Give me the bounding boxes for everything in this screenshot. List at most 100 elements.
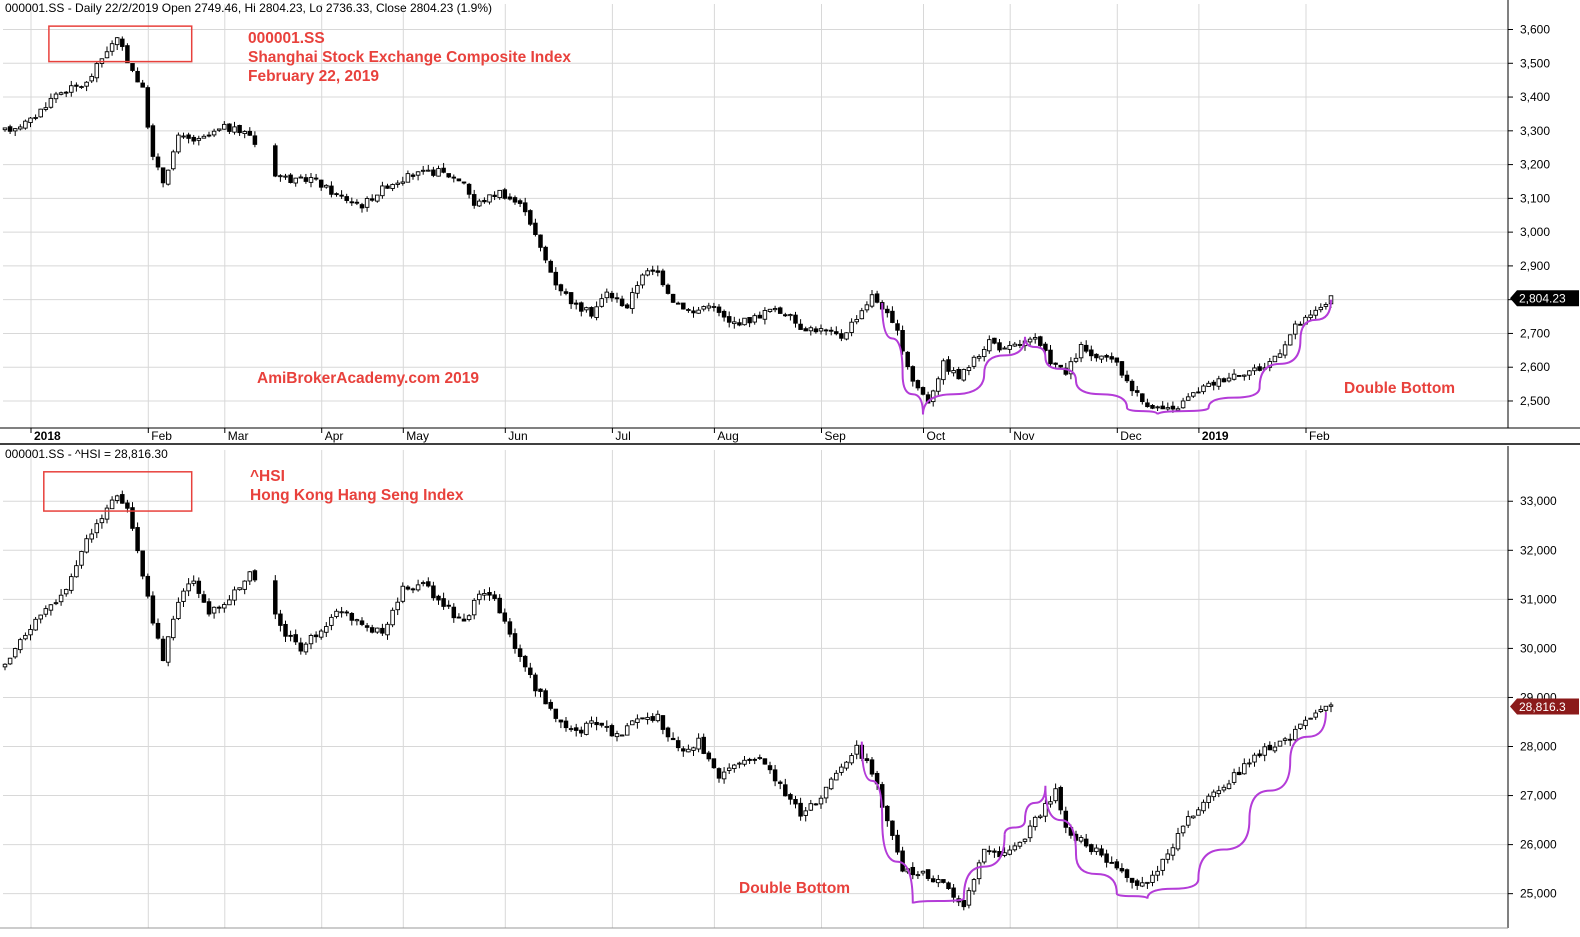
candle-body	[599, 298, 604, 307]
candle-body	[844, 332, 849, 340]
candles-top	[2, 36, 1334, 413]
candle-body	[635, 718, 640, 723]
candle-body	[604, 291, 610, 299]
candle-body	[140, 82, 145, 88]
candle-body	[936, 378, 941, 392]
candle-body	[242, 580, 247, 590]
candle-body	[482, 199, 487, 203]
candle-body	[247, 130, 253, 136]
candle-body	[716, 768, 722, 779]
candle-body	[1308, 717, 1313, 720]
candle-body	[788, 794, 793, 800]
candle-body	[563, 720, 569, 729]
candle-body	[482, 593, 487, 596]
candle-body	[125, 502, 130, 509]
candle-body	[905, 351, 910, 368]
candle-body	[767, 765, 773, 771]
candle-body	[757, 757, 763, 760]
candle-body	[981, 848, 987, 863]
candle-body	[1083, 838, 1089, 847]
candle-body	[869, 294, 875, 307]
candle-body	[548, 260, 553, 273]
x-tick-label: 2018	[34, 429, 61, 443]
candle-body	[114, 495, 120, 501]
candle-body	[803, 810, 808, 816]
candle-body	[573, 302, 579, 305]
candle-body	[400, 181, 406, 184]
candle-body	[89, 75, 94, 82]
candle-body	[1099, 848, 1104, 856]
candle-body	[1099, 355, 1104, 360]
candle-body	[966, 890, 972, 906]
candle-body	[726, 767, 732, 771]
candle-body	[1104, 355, 1109, 358]
candle-body	[109, 499, 115, 510]
candle-body	[278, 613, 283, 626]
last-value-label: 2,804.23	[1519, 292, 1566, 306]
candle-body	[1155, 870, 1160, 876]
candle-body	[206, 134, 212, 137]
candle-body	[1323, 304, 1329, 307]
candle-body	[1032, 816, 1038, 828]
candle-body	[502, 612, 508, 622]
candle-body	[777, 781, 783, 784]
candle-body	[1043, 803, 1048, 817]
candle-body	[737, 762, 742, 765]
candle-body	[640, 274, 645, 286]
candle-body	[2, 127, 8, 131]
candle-body	[1165, 853, 1171, 860]
candle-body	[1226, 783, 1232, 790]
candle-body	[38, 614, 43, 620]
candle-body	[1175, 408, 1181, 411]
candle-body	[114, 37, 120, 46]
candle-body	[1170, 405, 1176, 410]
candle-body	[1206, 382, 1211, 387]
candle-body	[58, 594, 64, 603]
candle-body	[318, 179, 324, 188]
candle-body	[981, 349, 987, 358]
candle-body	[854, 318, 859, 323]
peak-highlight-box	[43, 471, 193, 512]
candle-body	[395, 182, 400, 185]
candle-body	[568, 728, 574, 731]
candle-body	[415, 171, 421, 176]
candle-body	[446, 604, 451, 607]
y-tick-label: 33,000	[1520, 494, 1557, 508]
candle-body	[502, 189, 508, 199]
candle-body	[528, 210, 533, 225]
candle-body	[497, 189, 502, 199]
candle-body	[915, 874, 921, 877]
candle-body	[1053, 788, 1058, 802]
candle-body	[839, 766, 844, 773]
candle-body	[104, 507, 110, 520]
candle-body	[171, 151, 176, 170]
candle-body	[1002, 347, 1007, 350]
y-tick-label: 2,900	[1520, 259, 1550, 273]
candle-body	[752, 315, 757, 323]
candle-body	[477, 593, 482, 601]
x-tick-label: Jul	[615, 429, 630, 443]
candle-body	[553, 708, 559, 719]
pattern-label: Double Bottom	[739, 880, 850, 897]
candle-body	[808, 327, 814, 332]
candle-body	[869, 759, 875, 775]
candle-body	[890, 310, 895, 323]
candle-body	[354, 201, 360, 204]
candle-body	[461, 618, 467, 622]
candle-body	[69, 576, 74, 591]
candle-body	[74, 565, 79, 578]
candle-body	[956, 368, 961, 380]
candle-body	[971, 356, 977, 367]
candle-body	[1160, 405, 1165, 410]
y-tick-label: 2,500	[1520, 394, 1550, 408]
candle-body	[145, 575, 151, 597]
candle-body	[1012, 343, 1018, 347]
candle-body	[1252, 754, 1257, 763]
candle-body	[1053, 362, 1058, 365]
candle-body	[1140, 882, 1145, 887]
y-tick-label: 3,300	[1520, 124, 1550, 138]
candle-body	[1303, 719, 1308, 727]
candle-body	[165, 636, 171, 663]
